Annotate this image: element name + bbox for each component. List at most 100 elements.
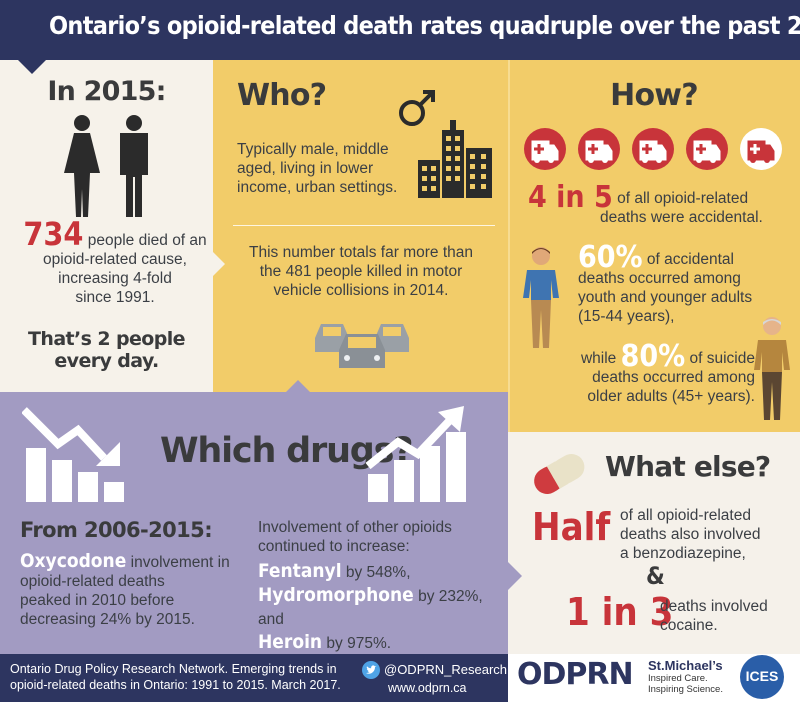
panel-how (508, 60, 800, 432)
ambulance-icons (524, 128, 782, 170)
city-buildings-icon (418, 120, 492, 198)
heroin-name: Heroin (258, 631, 323, 653)
who-heading: Who? (237, 78, 327, 113)
youth-text-4: (15-44 years), (578, 308, 675, 325)
cocaine-line-1: deaths involved (660, 598, 768, 615)
who-line-2: aged, living in lower (237, 160, 374, 177)
ambulance-icon-other (740, 128, 782, 170)
deaths-stat: 734 people died of an opioid-related cau… (20, 218, 210, 307)
older-text-3: older adults (45+ years). (587, 388, 755, 405)
oxy-text-2: opioid-related deaths (20, 573, 165, 590)
other-opioids-intro: Involvement of other opioids continued t… (258, 518, 503, 556)
st-michaels-tagline-2: Inspiring Science. (648, 684, 723, 695)
male-symbol-icon (399, 90, 435, 126)
header-notch (18, 60, 46, 74)
youth-percent: 60% (578, 240, 643, 275)
deaths-text-3: increasing 4-fold (58, 270, 172, 287)
ambulance-icon-accidental (578, 128, 620, 170)
half-line-3: a benzodiazepine, (620, 545, 746, 562)
source-line-2: opioid-related deaths in Ontario: 1991 t… (10, 678, 341, 692)
who-description: Typically male, middle aged, living in l… (237, 140, 417, 197)
drugs-period: From 2006-2015: (20, 518, 213, 542)
older-percent: 80% (620, 339, 686, 374)
cocaine-line-2: cocaine. (660, 617, 718, 634)
ambulance-row (523, 127, 793, 171)
half-label: Half (532, 505, 611, 549)
in-2015-heading: In 2015: (47, 76, 166, 107)
compare-line-1: This number totals far more than (249, 244, 473, 261)
compare-line-3: vehicle collisions in 2014. (273, 282, 449, 299)
deaths-text-1: people died of an (83, 232, 207, 249)
st-michaels-name: St.Michael’s (648, 658, 723, 673)
accidental-stat: 4 in 5 of all opioid-related deaths were… (528, 183, 798, 227)
youth-stat: 60% of accidental deaths occurred among … (578, 243, 798, 326)
twitter-icon (362, 661, 380, 679)
pill-capsule-icon (534, 454, 585, 494)
cars-icon (315, 324, 409, 368)
oxy-text-1: involvement in (126, 554, 230, 571)
website-link[interactable]: www.odprn.ca (388, 681, 467, 695)
who-divider (233, 225, 495, 226)
source-line-1: Ontario Drug Policy Research Network. Em… (10, 662, 337, 676)
oxycodone-name: Oxycodone (20, 550, 127, 572)
drugs-notch (286, 380, 310, 392)
deaths-text-4: since 1991. (75, 289, 155, 306)
st-michaels-logo: St.Michael’s Inspired Care. Inspiring Sc… (648, 658, 738, 695)
who-line-3: income, urban settings. (237, 179, 398, 196)
twitter-handle-row[interactable]: @ODPRN_Research (362, 661, 508, 679)
collision-comparison: This number totals far more than the 481… (220, 243, 502, 300)
older-man-icon (754, 317, 790, 420)
cocaine-text: deaths involved cocaine. (660, 597, 790, 635)
youth-text-3: youth and younger adults (578, 289, 753, 306)
older-prefix: while (580, 350, 621, 367)
hydro-name: Hydromorphone (258, 584, 414, 606)
rising-chart-icon (365, 406, 466, 502)
other-line-1: Involvement of other opioids (258, 519, 452, 536)
fentanyl-rest: by 548%, (341, 564, 411, 581)
header-bar: Ontario’s opioid-related death rates qua… (0, 0, 800, 60)
what-else-heading: What else? (605, 450, 771, 483)
ambulance-icon-accidental (632, 128, 674, 170)
daily-stat: That’s 2 people every day. (28, 328, 186, 372)
people-icon (64, 115, 148, 217)
ambulance-icon-accidental (524, 128, 566, 170)
page-title: Ontario’s opioid-related death rates qua… (49, 11, 800, 40)
source-citation: Ontario Drug Policy Research Network. Em… (10, 661, 360, 693)
odprn-logo: ODPRN (517, 657, 634, 692)
fentanyl-name: Fentanyl (258, 560, 342, 582)
other-line-2: continued to increase: (258, 538, 410, 555)
ices-logo-text: ICES (745, 668, 779, 684)
fentanyl-stat: Fentanyl by 548%, (258, 560, 506, 584)
accidental-text-2: deaths were accidental. (600, 209, 763, 226)
twitter-handle: @ODPRN_Research (384, 662, 508, 677)
cocaine-number: 1 in 3 (566, 590, 674, 634)
panel-in-2015 (0, 60, 213, 392)
hydromorphone-stat: Hydromorphone by 232%, and (258, 584, 506, 631)
accidental-text-1: of all opioid-related (612, 190, 749, 207)
oxy-text-4: decreasing 24% by 2015. (20, 611, 195, 628)
heroin-rest: by 975%. (322, 635, 392, 652)
footer-bar (0, 654, 508, 702)
oxy-text-3: peaked in 2010 before (20, 592, 175, 609)
youth-text-1: of accidental (642, 251, 734, 268)
ices-logo: ICES (740, 655, 784, 699)
half-text: of all opioid-related deaths also involv… (620, 506, 800, 563)
st-michaels-tagline-1: Inspired Care. (648, 673, 708, 684)
ampersand: & (646, 562, 665, 590)
older-stat: while 80% of suicide deaths occurred amo… (560, 342, 756, 406)
declining-chart-icon (22, 407, 124, 502)
who-arrow (213, 252, 225, 276)
youth-text-2: deaths occurred among (578, 270, 741, 287)
who-line-1: Typically male, middle (237, 141, 389, 158)
deaths-text-2: opioid-related cause, (43, 251, 187, 268)
how-heading: How? (610, 78, 698, 113)
oxycodone-stat: Oxycodone involvement in opioid-related … (20, 552, 250, 629)
drugs-arrow (508, 562, 522, 590)
older-text-1: of suicide (685, 350, 756, 367)
half-line-2: deaths also involved (620, 526, 761, 543)
older-text-2: deaths occurred among (592, 369, 755, 386)
compare-line-2: the 481 people killed in motor (259, 263, 463, 280)
half-line-1: of all opioid-related (620, 507, 751, 524)
other-opioids-list: Fentanyl by 548%, Hydromorphone by 232%,… (258, 560, 506, 655)
